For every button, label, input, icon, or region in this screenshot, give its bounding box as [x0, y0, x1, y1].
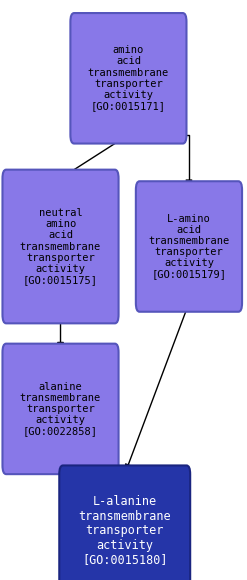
FancyBboxPatch shape — [59, 465, 190, 580]
Text: L-alanine
transmembrane
transporter
activity
[GO:0015180]: L-alanine transmembrane transporter acti… — [79, 495, 171, 566]
FancyBboxPatch shape — [136, 182, 242, 312]
FancyBboxPatch shape — [70, 13, 186, 144]
Text: alanine
transmembrane
transporter
activity
[GO:0022858]: alanine transmembrane transporter activi… — [20, 382, 101, 436]
Text: amino
acid
transmembrane
transporter
activity
[GO:0015171]: amino acid transmembrane transporter act… — [88, 45, 169, 111]
Text: neutral
amino
acid
transmembrane
transporter
activity
[GO:0015175]: neutral amino acid transmembrane transpo… — [20, 208, 101, 285]
FancyBboxPatch shape — [2, 343, 119, 474]
Text: L-amino
acid
transmembrane
transporter
activity
[GO:0015179]: L-amino acid transmembrane transporter a… — [148, 213, 229, 280]
FancyBboxPatch shape — [2, 169, 119, 324]
